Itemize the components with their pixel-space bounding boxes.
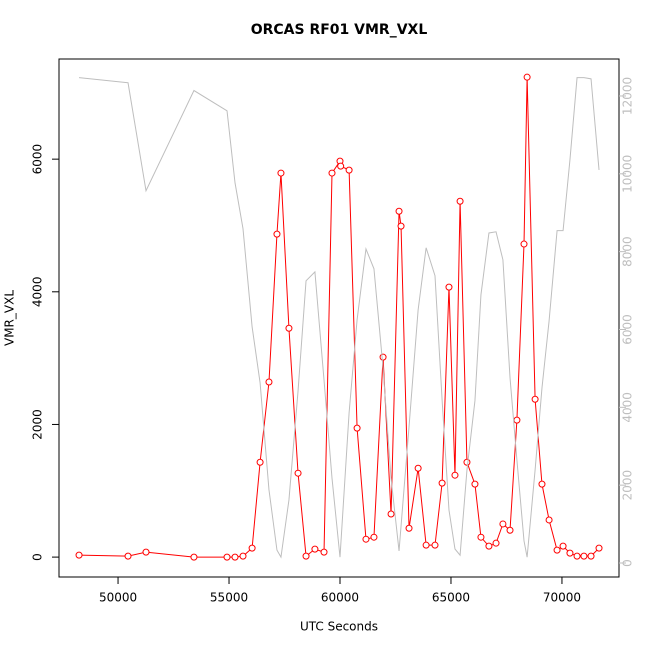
data-point [379, 353, 387, 361]
data-point [477, 533, 485, 541]
y2-tick-label: 4000 [621, 392, 635, 423]
data-point [239, 552, 247, 560]
data-point [595, 544, 603, 552]
data-point [353, 424, 361, 432]
data-point [580, 552, 588, 560]
y2-tick-label: 12000 [621, 77, 635, 115]
plot-box [58, 58, 620, 578]
data-point [395, 207, 403, 215]
data-point [520, 240, 528, 248]
data-point [265, 378, 273, 386]
y-tick-label: 6000 [31, 144, 45, 175]
data-point [573, 552, 581, 560]
data-point [397, 222, 405, 230]
data-point [277, 169, 285, 177]
series-line [79, 77, 600, 558]
y-tick-label: 4000 [31, 277, 45, 308]
data-point [431, 541, 439, 549]
data-point [294, 469, 302, 477]
y2-tick-label: 6000 [621, 314, 635, 345]
data-point [142, 548, 150, 556]
data-point [538, 480, 546, 488]
data-point [248, 544, 256, 552]
data-point [513, 416, 521, 424]
chart-title: ORCAS RF01 VMR_VXL [251, 22, 428, 38]
data-point [438, 479, 446, 487]
data-point [231, 553, 239, 561]
data-point [285, 324, 293, 332]
data-point [190, 553, 198, 561]
data-point [337, 162, 345, 170]
y2-tick-label: 8000 [621, 236, 635, 267]
data-point [302, 552, 310, 560]
x-tick-label: 70000 [543, 591, 581, 605]
data-point [370, 533, 378, 541]
data-point [451, 471, 459, 479]
data-point [463, 458, 471, 466]
y2-tick-label: 0 [621, 559, 635, 567]
data-point [273, 230, 281, 238]
data-point [387, 510, 395, 518]
data-point [124, 552, 132, 560]
data-point [456, 197, 464, 205]
data-point [405, 524, 413, 532]
data-point [559, 542, 567, 550]
data-point [492, 539, 500, 547]
data-point [256, 458, 264, 466]
data-point [362, 535, 370, 543]
data-point [414, 464, 422, 472]
x-tick-label: 60000 [321, 591, 359, 605]
data-point [311, 545, 319, 553]
data-point [553, 546, 561, 554]
y-tick-label: 0 [31, 553, 45, 561]
data-point [422, 541, 430, 549]
data-point [328, 169, 336, 177]
data-point [587, 552, 595, 560]
data-point [320, 548, 328, 556]
data-point [531, 395, 539, 403]
data-point [499, 520, 507, 528]
data-point [566, 549, 574, 557]
x-tick-label: 50000 [99, 591, 137, 605]
data-point [485, 542, 493, 550]
y2-tick-label: 2000 [621, 470, 635, 501]
data-point [471, 480, 479, 488]
data-point [75, 551, 83, 559]
data-point [506, 526, 514, 534]
y2-tick-label: 10000 [621, 155, 635, 193]
series-line [78, 77, 600, 559]
data-point [545, 516, 553, 524]
x-tick-label: 55000 [210, 591, 248, 605]
data-point [445, 283, 453, 291]
y-tick-label: 2000 [31, 409, 45, 440]
x-axis-label: UTC Seconds [300, 620, 378, 634]
data-point [523, 73, 531, 81]
data-point [345, 166, 353, 174]
x-tick-label: 65000 [432, 591, 470, 605]
data-point [223, 553, 231, 561]
y-axis-label: VMR_VXL [3, 290, 17, 346]
